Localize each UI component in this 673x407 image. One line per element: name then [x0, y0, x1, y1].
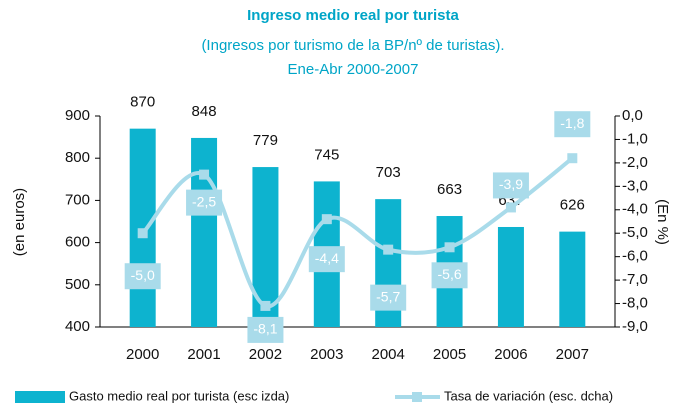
line-value-label: -3,9	[499, 176, 523, 192]
y2-tick-label: -4,0	[622, 201, 648, 218]
line-marker	[321, 214, 332, 225]
y-tick-label: 500	[65, 276, 90, 293]
value-label-box	[186, 189, 223, 216]
line-value-label: -8,1	[253, 321, 277, 337]
line-value-label: -2,5	[192, 193, 216, 209]
value-label-box	[554, 111, 591, 138]
chart-subtitle: (Ingresos por turismo de la BP/nº de tur…	[201, 37, 504, 54]
line-marker	[505, 202, 516, 213]
line-marker	[444, 242, 455, 253]
x-tick-label: 2003	[310, 346, 343, 363]
value-label-box	[308, 246, 345, 273]
legend-label: Tasa de variación (esc. dcha)	[444, 388, 613, 403]
y2-tick-label: -3,0	[622, 177, 648, 194]
y2-tick-label: -2,0	[622, 154, 648, 171]
bar-value-label: 626	[560, 197, 585, 214]
y-tick-label: 800	[65, 149, 90, 166]
y2-tick-label: -7,0	[622, 271, 648, 288]
chart-title: Ingreso medio real por turista	[247, 7, 459, 24]
bar-value-label: 870	[130, 94, 155, 111]
value-label-box	[370, 284, 407, 311]
y2-tick-label: -8,0	[622, 295, 648, 312]
line-value-label: -5,6	[438, 266, 462, 282]
y2-tick-label: -9,0	[622, 318, 648, 335]
bar-value-label: 703	[376, 164, 401, 181]
line-value-label: -4,4	[315, 250, 339, 266]
bar	[559, 231, 586, 327]
x-tick-label: 2002	[249, 346, 282, 363]
bar-value-label: 848	[192, 103, 217, 120]
y2-tick-label: 0,0	[622, 107, 643, 124]
x-tick-label: 2000	[126, 346, 159, 363]
y-tick-label: 700	[65, 191, 90, 208]
line-marker	[567, 153, 578, 164]
line-value-label: -5,7	[376, 288, 400, 304]
value-label-box	[492, 172, 529, 199]
line-marker	[383, 244, 394, 255]
y-axis-label: (en euros)	[11, 188, 28, 256]
x-tick-label: 2001	[187, 346, 220, 363]
legend-label: Gasto medio real por turista (esc izda)	[69, 388, 289, 403]
y2-axis-label: (En %)	[654, 199, 671, 245]
value-label-box	[247, 316, 284, 343]
y2-tick-label: -5,0	[622, 224, 648, 241]
legend-swatch	[15, 391, 65, 403]
bar-value-label: 745	[314, 146, 339, 163]
y2-tick-label: -6,0	[622, 248, 648, 265]
value-label-box	[431, 262, 468, 289]
bar	[497, 226, 524, 327]
chart-subtitle: Ene-Abr 2000-2007	[288, 61, 419, 78]
bar-value-label: 663	[437, 181, 462, 198]
bar-value-label: 779	[253, 132, 278, 149]
line-marker	[260, 300, 271, 311]
y-tick-label: 900	[65, 107, 90, 124]
value-label-box	[124, 263, 161, 290]
y-tick-label: 600	[65, 234, 90, 251]
line-marker	[137, 228, 148, 239]
y2-tick-label: -1,0	[622, 130, 648, 147]
x-tick-label: 2005	[433, 346, 466, 363]
line-value-label: -5,0	[131, 267, 155, 283]
y-tick-label: 400	[65, 318, 90, 335]
line-marker	[199, 169, 210, 180]
bar	[129, 128, 156, 327]
x-tick-label: 2007	[556, 346, 589, 363]
bar	[191, 137, 218, 327]
x-tick-label: 2004	[372, 346, 405, 363]
x-tick-label: 2006	[494, 346, 527, 363]
line-value-label: -1,8	[560, 115, 584, 131]
legend-swatch	[412, 392, 422, 402]
